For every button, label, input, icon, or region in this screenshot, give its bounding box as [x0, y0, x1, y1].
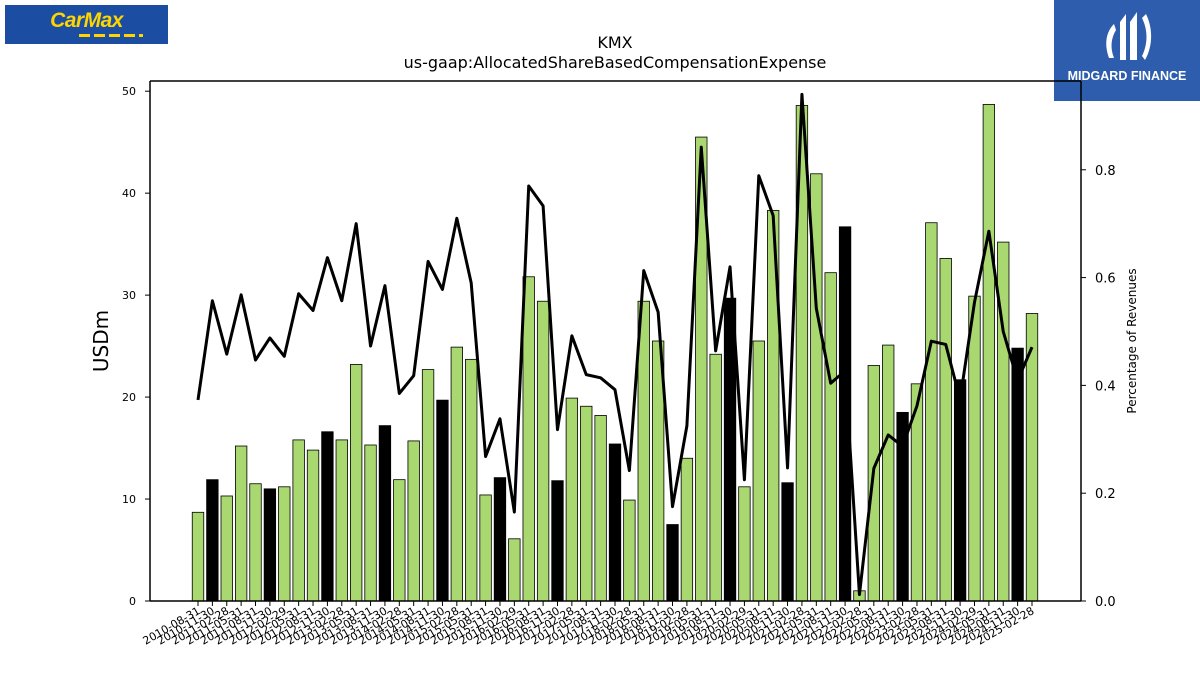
bar — [939, 258, 952, 602]
bar — [882, 344, 895, 602]
bar — [594, 415, 607, 602]
carmax-logo-text: CarMax — [50, 9, 123, 32]
bar — [278, 486, 291, 602]
bar — [982, 104, 996, 602]
bar — [623, 499, 636, 602]
bar — [680, 457, 694, 602]
bar — [364, 444, 377, 602]
chart-title: KMX — [597, 33, 632, 52]
bar — [220, 495, 233, 602]
axes: 010203040500.00.20.40.60.82010-08-312010… — [122, 80, 1116, 648]
bar — [968, 295, 981, 602]
y-tick-label: 50 — [122, 85, 136, 98]
y-axis-label: USDm — [89, 310, 113, 372]
y2-tick-label: 0.8 — [1095, 164, 1116, 179]
bar — [666, 524, 679, 602]
bar — [465, 358, 478, 602]
bar — [522, 276, 535, 602]
midgard-mark-icon — [1106, 12, 1152, 60]
bar — [896, 411, 909, 602]
y-tick-label: 40 — [122, 187, 136, 200]
bar — [436, 399, 449, 602]
bar — [191, 511, 205, 602]
bar — [206, 479, 219, 602]
bar — [565, 397, 579, 602]
bar — [292, 439, 305, 602]
bar — [321, 431, 334, 602]
line-series — [196, 92, 1034, 597]
bar — [479, 494, 492, 602]
y2-tick-label: 0.2 — [1095, 487, 1116, 502]
y-tick-label: 20 — [122, 391, 136, 404]
carmax-logo: CarMax — [5, 5, 168, 44]
carmax-logo-dashes — [79, 34, 143, 37]
bar — [867, 365, 880, 602]
bar — [925, 222, 938, 602]
bar — [493, 477, 507, 602]
bar — [551, 480, 564, 602]
bar — [407, 440, 420, 602]
bar — [378, 425, 392, 602]
bar-series — [191, 104, 1039, 602]
bar — [738, 486, 751, 602]
bar — [781, 482, 794, 602]
bar — [335, 439, 348, 602]
chart-subtitle: us-gaap:AllocatedShareBasedCompensationE… — [404, 53, 827, 72]
y2-tick-label: 0.0 — [1095, 595, 1116, 610]
midgard-logo-text: MIDGARD FINANCE — [1067, 69, 1187, 83]
percentage-line — [196, 92, 1034, 597]
y2-tick-label: 0.6 — [1095, 272, 1116, 287]
bar — [608, 443, 622, 602]
bar — [709, 353, 722, 602]
bar — [536, 300, 550, 602]
y2-axis-label: Percentage of Revenues — [1125, 268, 1139, 413]
bar — [306, 449, 320, 602]
bar — [1011, 347, 1024, 602]
bar — [508, 538, 521, 602]
y-tick-label: 10 — [122, 493, 136, 506]
y-tick-label: 0 — [129, 595, 136, 608]
y2-tick-label: 0.4 — [1095, 379, 1116, 394]
y-tick-label: 30 — [122, 289, 136, 302]
bar — [824, 272, 837, 602]
bar — [752, 340, 765, 602]
bar — [249, 483, 262, 602]
bar — [393, 479, 406, 602]
bar — [450, 346, 463, 602]
bar — [953, 379, 967, 602]
bar — [350, 364, 363, 602]
bar — [234, 445, 248, 602]
midgard-finance-logo: MIDGARD FINANCE — [1054, 0, 1200, 101]
bar — [263, 488, 277, 602]
bar — [421, 369, 435, 602]
bar — [580, 405, 593, 602]
